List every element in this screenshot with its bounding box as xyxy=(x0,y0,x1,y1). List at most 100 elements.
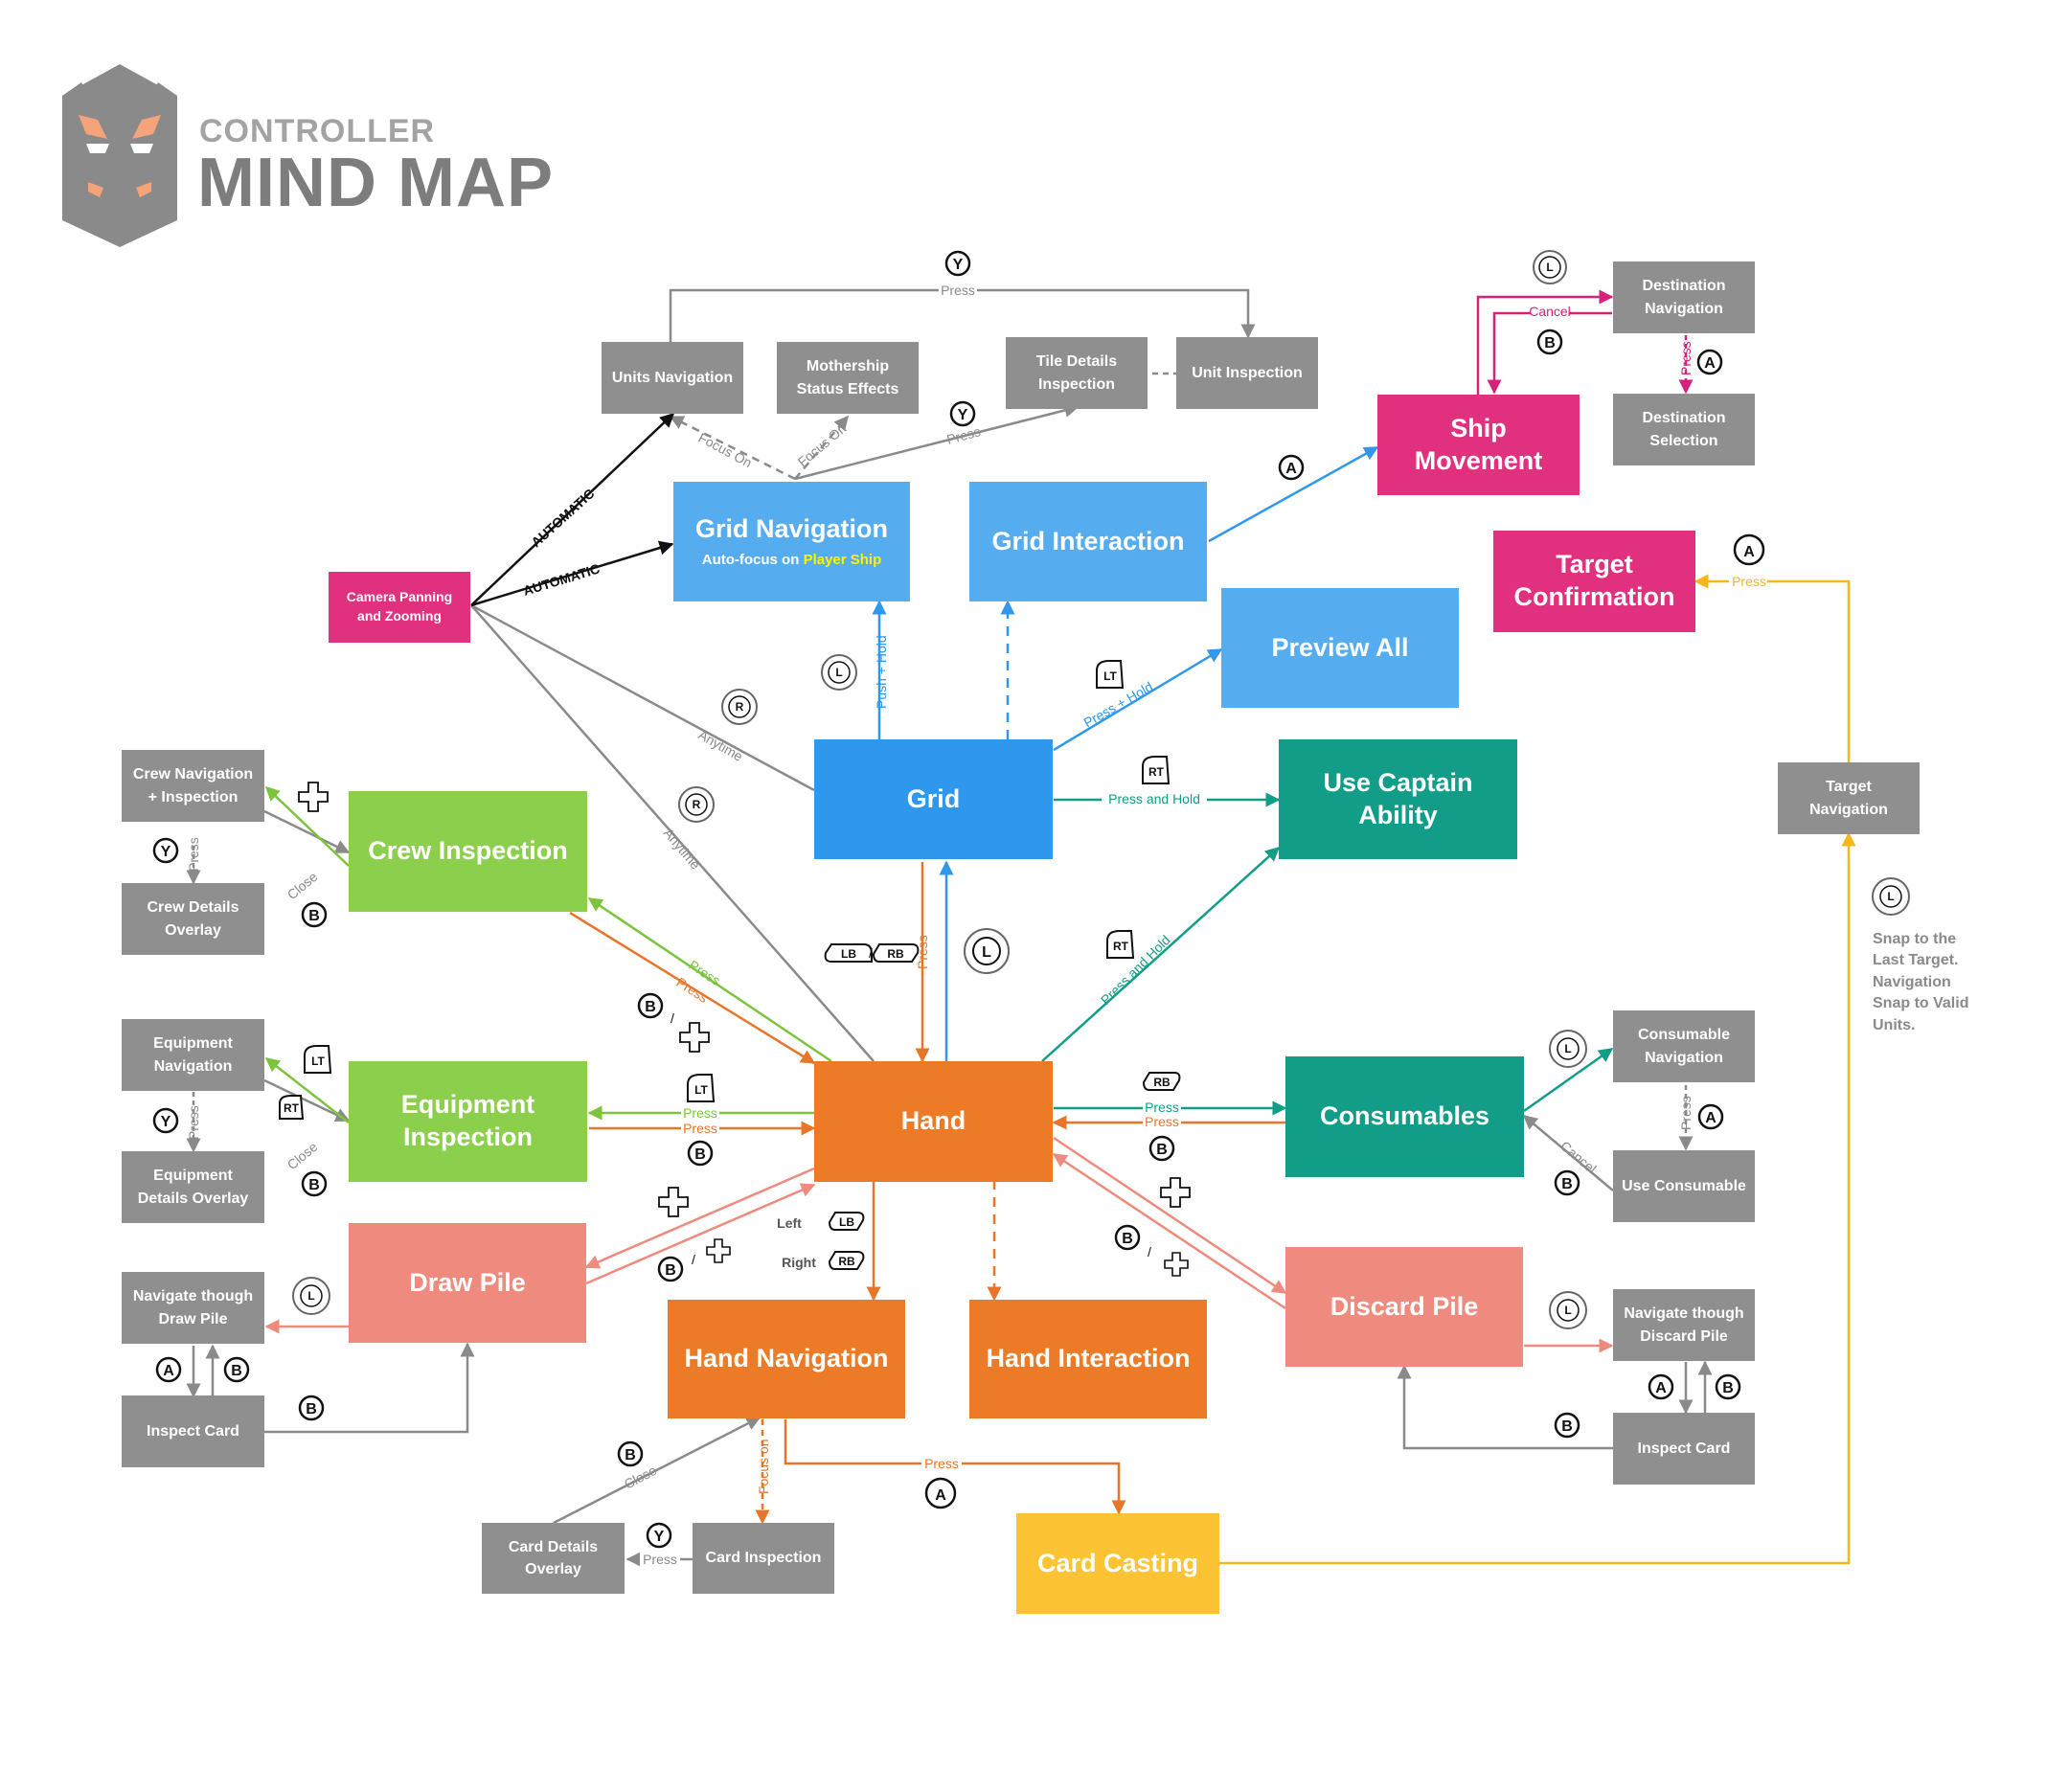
destination-navigation-node[interactable]: Destination Navigation xyxy=(1613,261,1755,333)
focus-on-small-label: Focus On xyxy=(795,420,850,469)
consumables-node[interactable]: Consumables xyxy=(1285,1056,1524,1177)
l-stick-icon-grid-nav: L xyxy=(821,654,857,691)
b-button-icon-consumables: B xyxy=(1148,1135,1175,1162)
press-label-destination: Press xyxy=(1678,341,1694,375)
inspect-card-right-node[interactable]: Inspect Card xyxy=(1613,1413,1755,1485)
a-button-label-target: A xyxy=(1743,544,1755,560)
press-label-consumable: Press xyxy=(1678,1096,1694,1130)
close-label-equipment: Close xyxy=(284,1139,321,1172)
a-button-label-consumable: A xyxy=(1705,1110,1716,1126)
lt-trigger-label-equipment: LT xyxy=(694,1083,708,1097)
rt-trigger-label-captain: RT xyxy=(1148,765,1165,779)
card-inspection-node[interactable]: Card Inspection xyxy=(693,1523,834,1594)
equipment-details-overlay-node[interactable]: Equipment Details Overlay xyxy=(122,1151,264,1223)
a-button-icon-destination: A xyxy=(1696,349,1723,375)
card-casting-node[interactable]: Card Casting xyxy=(1016,1513,1219,1614)
grid-node[interactable]: Grid xyxy=(814,739,1053,859)
b-button-label-draw-pile: B xyxy=(231,1363,242,1379)
lt-trigger-label-equipment-nav: LT xyxy=(311,1055,325,1068)
l-stick-icon-discard: L xyxy=(1549,1291,1587,1329)
target-navigation-node[interactable]: Target Navigation xyxy=(1778,762,1920,834)
press-label-consumables-teal: Press xyxy=(1145,1100,1179,1115)
mothership-status-effects-node[interactable]: Mothership Status Effects xyxy=(777,342,919,414)
close-label-crew: Close xyxy=(284,869,321,902)
b-button-label-hand-crew: B xyxy=(645,999,656,1015)
target-confirmation-node[interactable]: Target Confirmation xyxy=(1493,531,1695,632)
crew-details-overlay-node[interactable]: Crew Details Overlay xyxy=(122,883,264,955)
lt-trigger-icon-equipment-nav: LT xyxy=(304,1045,332,1074)
grid-navigation-subtitle: Auto-focus on Player Ship xyxy=(702,552,882,570)
rt-trigger-label-equipment-nav: RT xyxy=(284,1101,300,1115)
press-and-hold-label-captain: Press and Hold xyxy=(1108,791,1200,806)
rb-bumper-label: RB xyxy=(887,947,904,961)
a-button-label-casting: A xyxy=(935,1487,946,1504)
l-stick-label-target: L xyxy=(1887,890,1894,903)
y-button-icon-crew: Y xyxy=(152,837,179,864)
crew-inspection-node[interactable]: Crew Inspection xyxy=(349,791,587,912)
b-button-label-equipment-hand: B xyxy=(694,1146,706,1163)
b-button-label-card-close: B xyxy=(625,1447,636,1463)
press-label-card: Press xyxy=(643,1552,677,1567)
equipment-inspection-node[interactable]: Equipment Inspection xyxy=(349,1061,587,1182)
units-navigation-node[interactable]: Units Navigation xyxy=(602,342,743,414)
use-consumable-node[interactable]: Use Consumable xyxy=(1613,1150,1755,1222)
card-details-overlay-node[interactable]: Card Details Overlay xyxy=(482,1523,625,1594)
b-button-label-consumables: B xyxy=(1156,1142,1168,1158)
a-button-label-destination: A xyxy=(1704,355,1716,372)
snap-note-line4: Snap to Valid xyxy=(1873,995,1969,1012)
snap-note-line3: Navigation xyxy=(1873,973,1951,990)
b-button-icon-equipment: B xyxy=(301,1170,328,1197)
y-button-icon-card: Y xyxy=(646,1522,672,1549)
unit-inspection-node[interactable]: Unit Inspection xyxy=(1176,337,1318,409)
snap-note-line5: Units. xyxy=(1873,1016,1916,1033)
hand-node[interactable]: Hand xyxy=(814,1061,1053,1182)
dpad-icon-draw-small xyxy=(706,1238,731,1263)
b-button-icon-discard-pile: B xyxy=(1715,1373,1741,1400)
dpad-icon-discard xyxy=(1160,1177,1191,1208)
rt-trigger-icon-captain: RT xyxy=(1142,756,1171,784)
y-button-label-grid: Y xyxy=(958,407,968,423)
use-captain-ability-node[interactable]: Use Captain Ability xyxy=(1279,739,1517,859)
ship-movement-node[interactable]: Ship Movement xyxy=(1377,395,1580,495)
lt-trigger-label-preview: LT xyxy=(1103,669,1117,683)
equipment-navigation-node[interactable]: Equipment Navigation xyxy=(122,1019,264,1091)
rb-bumper-label-right: RB xyxy=(838,1255,855,1268)
navigate-draw-pile-node[interactable]: Navigate though Draw Pile xyxy=(122,1272,264,1344)
inspect-card-left-node[interactable]: Inspect Card xyxy=(122,1395,264,1467)
snap-note-line2: Last Target. xyxy=(1873,952,1959,969)
crew-navigation-inspection-node[interactable]: Crew Navigation + Inspection xyxy=(122,750,264,822)
hand-interaction-node[interactable]: Hand Interaction xyxy=(969,1300,1207,1418)
b-button-icon-draw-pile: B xyxy=(223,1356,250,1383)
lb-bumper-icon-left: LB xyxy=(828,1212,865,1231)
l-stick-label-consumables: L xyxy=(1564,1042,1571,1055)
a-button-icon-consumable: A xyxy=(1697,1103,1724,1130)
grid-interaction-node[interactable]: Grid Interaction xyxy=(969,482,1207,601)
consumable-navigation-node[interactable]: Consumable Navigation xyxy=(1613,1010,1755,1082)
navigate-discard-pile-node[interactable]: Navigate though Discard Pile xyxy=(1613,1289,1755,1361)
lt-trigger-icon-equipment: LT xyxy=(687,1074,716,1102)
rb-bumper-icon: RB xyxy=(872,943,920,963)
hand-navigation-node[interactable]: Hand Navigation xyxy=(668,1300,905,1418)
tile-details-inspection-node[interactable]: Tile Details Inspection xyxy=(1006,337,1148,409)
destination-selection-node[interactable]: Destination Selection xyxy=(1613,394,1755,465)
b-button-label-consumable: B xyxy=(1561,1176,1573,1192)
a-button-icon-ship: A xyxy=(1278,454,1305,481)
player-ship-highlight: Player Ship xyxy=(803,552,882,568)
y-button-label: Y xyxy=(953,257,964,273)
grid-navigation-node[interactable]: Grid Navigation Auto-focus on Player Shi… xyxy=(673,482,910,601)
draw-pile-node[interactable]: Draw Pile xyxy=(349,1223,586,1343)
title-small: CONTROLLER xyxy=(199,113,436,149)
y-button-icon-equipment: Y xyxy=(152,1107,179,1134)
b-button-label-ship: B xyxy=(1544,335,1556,352)
close-label-card: Close xyxy=(622,1463,659,1492)
press-label-tile: Press xyxy=(945,423,983,447)
anytime-label-1: Anytime xyxy=(696,727,746,764)
slash-label-discard: / xyxy=(1148,1244,1151,1259)
camera-panning-zooming-node[interactable]: Camera Panning and Zooming xyxy=(329,572,470,643)
b-button-label-discard-pile: B xyxy=(1722,1380,1734,1396)
preview-all-node[interactable]: Preview All xyxy=(1221,588,1459,708)
discard-pile-node[interactable]: Discard Pile xyxy=(1285,1247,1523,1367)
b-button-label-inspect-left: B xyxy=(306,1401,317,1418)
l-stick-icon-target: L xyxy=(1872,877,1910,916)
rt-trigger-icon-hand: RT xyxy=(1106,930,1135,959)
